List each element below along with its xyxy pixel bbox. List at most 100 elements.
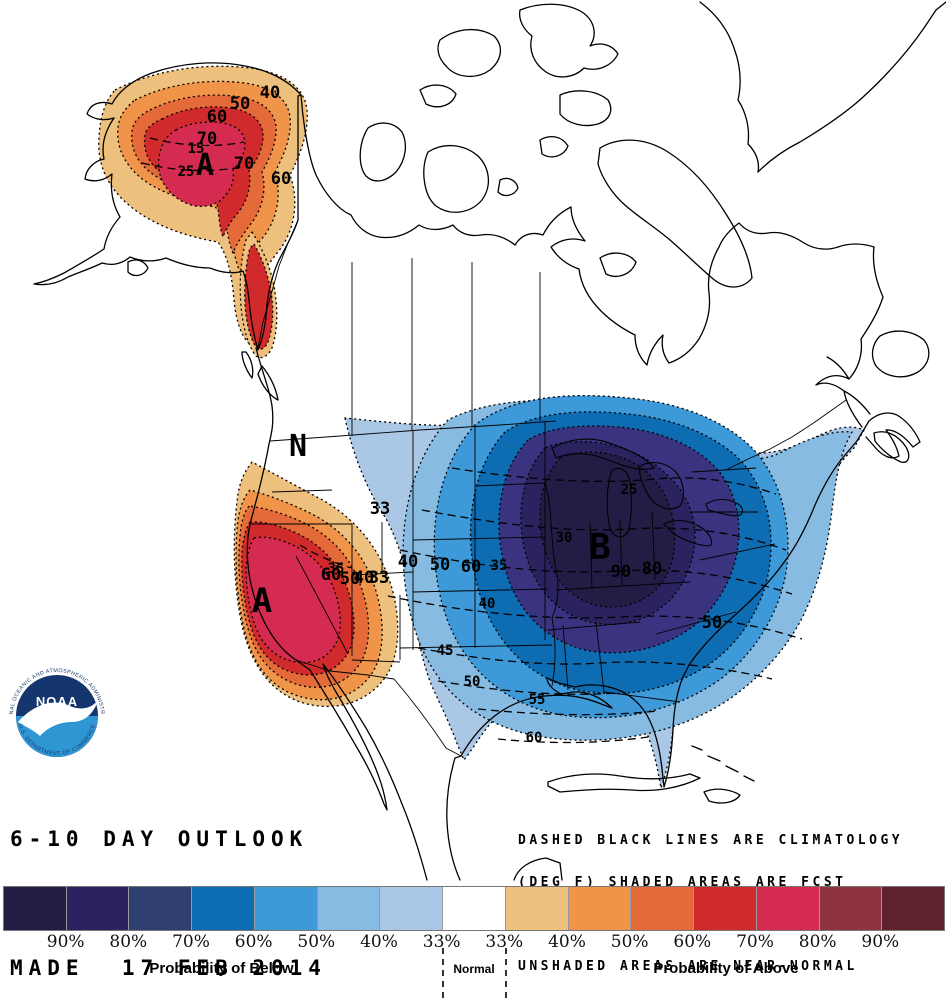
- lake-superior: [551, 438, 655, 470]
- climo-line-25: [451, 467, 777, 495]
- lake-huron: [639, 462, 685, 510]
- climo-line-30: [421, 509, 787, 551]
- legend-below-caption: Probability of Below: [149, 960, 294, 977]
- st-lawrence: [815, 356, 871, 428]
- climatology-label: 35: [491, 558, 508, 574]
- probability-contour-label: 70: [234, 154, 254, 174]
- noaa-logo-wordmark: NOAA: [36, 694, 78, 709]
- above-normal-alaska-regions: [98, 65, 308, 359]
- legend-swatch-b40: [317, 887, 380, 930]
- arctic-island-small-2: [419, 84, 457, 108]
- climatology-label: 35: [328, 561, 345, 577]
- region-letter: A: [196, 148, 214, 183]
- region-letter: A: [252, 581, 272, 621]
- king-william-island: [497, 177, 519, 197]
- climatology-label: 45: [437, 643, 454, 659]
- legend-normal-caption: Normal: [453, 962, 495, 976]
- climo-line-40: [387, 595, 803, 640]
- title-line-1: 6-10 DAY OUTLOOK: [10, 827, 309, 851]
- legend-tick-label: 50%: [297, 932, 336, 952]
- title-line-3: MADE 17 FEB 2014: [10, 956, 327, 980]
- legend-swatch-b50: [254, 887, 317, 930]
- probability-contour-label: 33: [370, 499, 390, 519]
- noaa-logo-bird-icon: [18, 700, 98, 736]
- climatology-label: 50: [464, 674, 481, 690]
- probability-contour-label: 40: [398, 552, 418, 572]
- lake-erie: [663, 519, 713, 547]
- legend-tick-label: 80%: [798, 932, 837, 952]
- legend-swatch-a90: [882, 887, 945, 930]
- probability-contour-label: 60: [461, 557, 481, 577]
- climo-line-55: [477, 708, 659, 716]
- devon-island: [559, 90, 612, 127]
- legend-tick-label: 50%: [610, 932, 649, 952]
- legend-tick-label: 60%: [673, 932, 712, 952]
- legend-swatch-normal: [443, 887, 505, 930]
- legend-tick-label: 70%: [736, 932, 774, 952]
- climatology-label: 25: [178, 164, 195, 180]
- climo-line-50: [437, 680, 619, 695]
- state-borders-west: [250, 489, 414, 663]
- legend-swatch-row: [3, 886, 945, 931]
- yucatan-outline: [513, 857, 563, 881]
- probability-contour-label: 80: [642, 559, 662, 579]
- probability-contour-label: 50: [230, 94, 250, 114]
- legend-swatch-a50: [631, 887, 694, 930]
- legend-swatch-a70: [756, 887, 819, 930]
- victoria-island: [423, 145, 489, 213]
- legend-swatch-b80: [66, 887, 129, 930]
- climatology-label: 60: [526, 730, 543, 746]
- legend-tick-label: 33%: [422, 932, 461, 952]
- maine-maritimes: [862, 412, 921, 459]
- vancouver-island: [257, 365, 279, 401]
- legend-tick-label: 90%: [46, 932, 85, 952]
- disclaimer-line-1: DASHED BLACK LINES ARE CLIMATOLOGY: [518, 833, 904, 848]
- region-letter: N: [289, 429, 307, 464]
- probability-contour-label: 50: [340, 569, 360, 589]
- province-borders: [351, 258, 541, 436]
- disclaimer-line-4: UNSHADED AREAS ARE NEAR-NORMAL: [518, 959, 858, 974]
- legend-swatch-a60: [694, 887, 756, 930]
- climo-line-60: [497, 736, 649, 744]
- newfoundland: [871, 330, 930, 378]
- climo-line-35: [399, 549, 793, 595]
- hudson-bay-quebec: [550, 206, 875, 366]
- probability-contour-label: 50: [702, 613, 722, 633]
- legend-tick-label: 33%: [485, 932, 524, 952]
- climatology-label: 30: [556, 530, 573, 546]
- probability-contour-label: 60: [321, 565, 341, 585]
- climatology-label: 40: [479, 596, 496, 612]
- kodiak-island: [127, 259, 149, 277]
- alaska-panhandle-border: [257, 219, 299, 349]
- east-coast: [682, 430, 864, 678]
- normal-dash-left: [442, 948, 444, 998]
- climo-line-45: [417, 647, 773, 680]
- probability-contour-label: 33: [369, 568, 389, 588]
- alaska-outline: [33, 62, 302, 351]
- us-mexico-border: [295, 659, 462, 757]
- banks-island: [359, 122, 407, 182]
- probability-contour-label: 50: [430, 555, 450, 575]
- great-lakes: [551, 438, 744, 547]
- bahamas-islands: [691, 745, 755, 782]
- legend-tick-label: 80%: [109, 932, 148, 952]
- probability-contour-label: 90: [611, 562, 631, 582]
- region-letter: B: [589, 527, 611, 568]
- legend-swatch-b60: [192, 887, 254, 930]
- legend-ticks: 90% 80% 70% 60% 50% 40% 33% 33% 40% 50% 60% 70% 80% 9…: [0, 932, 946, 954]
- climo-line-ak-15: [149, 137, 245, 147]
- greenland-outline: [699, 1, 946, 173]
- legend-swatch-b90: [4, 887, 66, 930]
- noaa-logo: NOAA NATIONAL OCEANIC AND ATMOSPHERIC AD…: [0, 0, 105, 757]
- probability-contour-label: 40: [354, 568, 374, 588]
- normal-dash-right: [505, 948, 507, 998]
- arctic-mainland-coast: [300, 94, 572, 246]
- ellesmere-island: [518, 3, 619, 78]
- probability-contour-label: 70: [197, 129, 217, 149]
- west-coast-baja-mexico: [246, 347, 428, 881]
- mexico-gulf-coast: [446, 755, 462, 881]
- probability-contour-label: 40: [260, 83, 280, 103]
- state-borders-east: [544, 467, 776, 703]
- legend-swatch-b70: [129, 887, 192, 930]
